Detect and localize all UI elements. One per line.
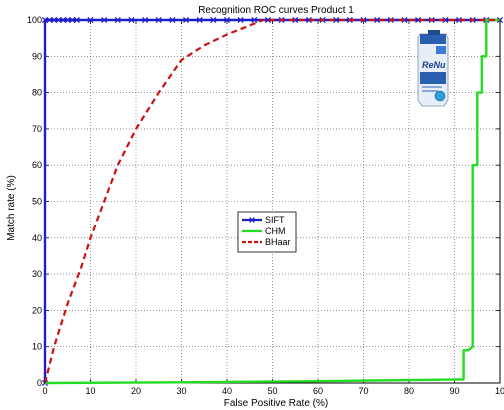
legend-label-chm: CHM [265, 226, 286, 236]
data-point-sift [333, 16, 340, 24]
data-point-sift [60, 16, 67, 24]
data-point-sift [292, 16, 299, 24]
legend-marker-sift [249, 217, 255, 223]
series-bhaar [43, 18, 500, 384]
data-point-sift [169, 16, 176, 24]
marker-stroke [142, 16, 149, 24]
x-tick-label: 50 [267, 386, 277, 396]
y-tick-label: 30 [32, 269, 42, 279]
legend-label-sift: SIFT [265, 215, 285, 225]
marker-stroke [87, 16, 94, 24]
y-tick-label: 70 [32, 124, 42, 134]
y-tick-label: 20 [32, 305, 42, 315]
y-tick-label: 80 [32, 88, 42, 98]
chart-title: Recognition ROC curves Product 1 [198, 5, 354, 16]
data-point-sift [69, 16, 76, 24]
x-tick-label: 40 [222, 386, 232, 396]
data-point-sift [415, 16, 422, 24]
x-tick-label: 70 [358, 386, 368, 396]
x-tick-label: 20 [131, 386, 141, 396]
x-tick-labels: 0 10 20 30 40 50 60 70 80 90 10 [42, 20, 504, 396]
data-point-sift [64, 16, 71, 24]
marker-stroke [442, 16, 449, 24]
data-point-sift [51, 16, 58, 24]
marker-stroke [64, 16, 71, 24]
legend-label-bhaar: BHaar [265, 237, 291, 247]
data-point-sift [155, 16, 162, 24]
y-tick-label: 40 [32, 233, 42, 243]
product-bottle-photo: ReNu [417, 30, 449, 107]
marker-stroke [101, 16, 108, 24]
marker-stroke [210, 16, 217, 24]
data-point-sift [73, 16, 80, 24]
marker-stroke [128, 16, 135, 24]
marker-stroke [251, 16, 258, 24]
marker-stroke [55, 16, 62, 24]
x-tick-label: 0 [42, 386, 47, 396]
marker-stroke [73, 16, 80, 24]
data-point-sift [264, 16, 272, 24]
y-axis-label: Match rate (%) [6, 175, 17, 241]
data-point-sift [41, 16, 49, 24]
series-line-chm [44, 18, 500, 385]
data-point-sift [223, 16, 231, 24]
marker-stroke [46, 16, 53, 24]
y-tick-label: 50 [32, 197, 42, 207]
y-tick-label: 0 [37, 378, 42, 388]
series-layer [41, 16, 504, 387]
x-tick-label: 10 [85, 386, 95, 396]
data-point-sift [128, 16, 135, 24]
data-point-sift [374, 16, 381, 24]
series-line-bhaar [43, 18, 500, 384]
data-point-sift [182, 16, 190, 24]
data-point-sift [55, 16, 62, 24]
marker-stroke [41, 16, 49, 24]
data-point-sift [142, 16, 149, 24]
marker-stroke [292, 16, 299, 24]
y-tick-label: 10 [32, 342, 42, 352]
marker-stroke [196, 16, 203, 24]
data-point-sift [196, 16, 203, 24]
y-tick-label: 100 [27, 15, 42, 25]
marker-stroke [237, 16, 244, 24]
marker-stroke [155, 16, 162, 24]
marker-stroke [69, 16, 76, 24]
x-axis-label: False Positive Rate (%) [224, 398, 328, 409]
x-tick-label: 30 [176, 386, 186, 396]
marker-stroke [333, 16, 340, 24]
y-tick-label: 60 [32, 160, 42, 170]
marker-stroke [374, 16, 381, 24]
marker-stroke [169, 16, 176, 24]
marker-stroke [264, 16, 272, 24]
data-point-sift [46, 16, 53, 24]
data-point-sift [114, 16, 121, 24]
series-chm [44, 18, 500, 385]
marker-stroke [415, 16, 422, 24]
marker-stroke [114, 16, 121, 24]
data-point-sift [237, 16, 244, 24]
data-point-sift [251, 16, 258, 24]
data-point-sift [87, 16, 94, 24]
svg-text:ReNu: ReNu [422, 60, 446, 70]
data-point-sift [210, 16, 217, 24]
x-tick-label: 90 [449, 386, 459, 396]
marker-stroke [60, 16, 67, 24]
data-point-sift [442, 16, 449, 24]
x-tick-label: 80 [404, 386, 414, 396]
marker-stroke [51, 16, 58, 24]
x-tick-label: 60 [313, 386, 323, 396]
y-tick-label: 90 [32, 51, 42, 61]
grid-lines [45, 20, 500, 383]
x-tick-label: 10 [495, 386, 504, 396]
marker-stroke [182, 16, 190, 24]
marker-stroke [223, 16, 231, 24]
data-point-sift [101, 16, 108, 24]
